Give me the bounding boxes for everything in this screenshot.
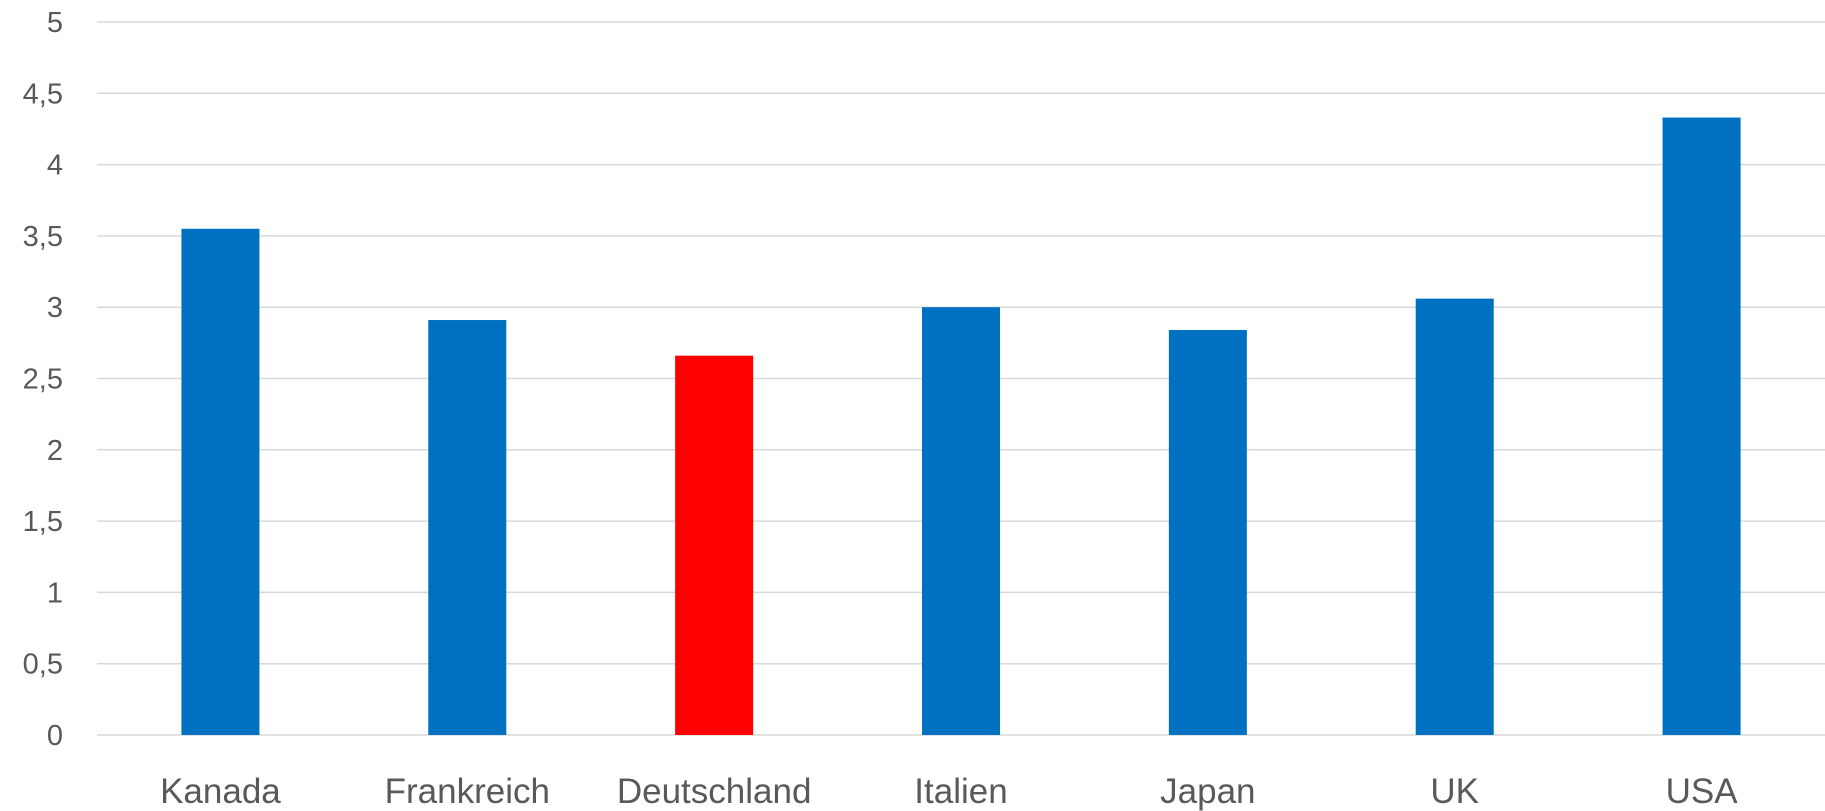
y-tick-label: 0,5	[23, 649, 63, 681]
bar-italien	[922, 307, 1000, 735]
x-category-label-uk: UK	[1430, 772, 1479, 811]
y-tick-label: 2,5	[23, 364, 63, 396]
y-axis-tick-labels: 0 0,5 1 1,5 2 2,5 3 3,5 4 4,5 5	[23, 7, 63, 752]
bars	[181, 117, 1741, 736]
x-category-label-frankreich: Frankreich	[385, 772, 550, 811]
bar-usa	[1662, 117, 1741, 736]
y-tick-label: 5	[47, 7, 63, 39]
y-tick-label: 3,5	[23, 221, 63, 253]
x-category-label-japan: Japan	[1160, 772, 1255, 811]
bar-uk	[1415, 298, 1494, 735]
bar-deutschland	[675, 355, 754, 735]
y-tick-label: 3	[47, 292, 63, 324]
bar-kanada	[181, 228, 260, 735]
x-category-label-italien: Italien	[914, 772, 1007, 811]
y-tick-label: 1	[47, 577, 63, 609]
y-tick-label: 0	[47, 720, 63, 752]
x-category-label-usa: USA	[1666, 772, 1739, 811]
x-category-label-deutschland: Deutschland	[617, 772, 812, 811]
x-axis-category-labels: Kanada Frankreich Deutschland Italien Japan U…	[160, 772, 1738, 811]
x-category-label-kanada: Kanada	[160, 772, 281, 811]
y-tick-label: 4	[47, 150, 63, 182]
y-tick-label: 1,5	[23, 506, 63, 538]
y-tick-label: 4,5	[23, 78, 63, 110]
bar-japan	[1168, 330, 1247, 735]
bar-frankreich	[428, 320, 507, 735]
y-tick-label: 2	[47, 435, 63, 467]
